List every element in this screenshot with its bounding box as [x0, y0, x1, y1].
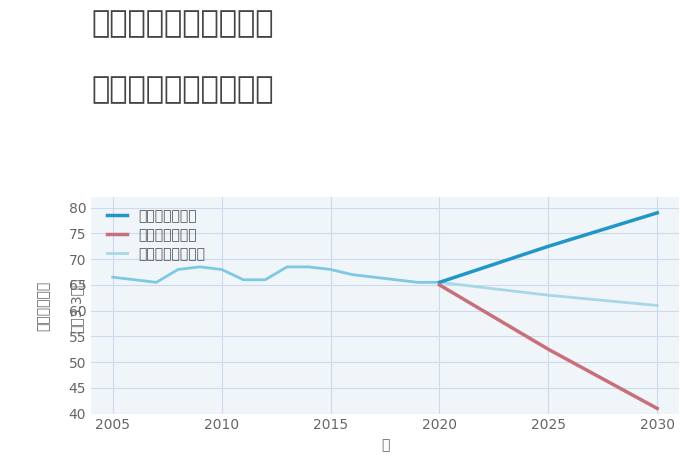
バッドシナリオ: [653, 406, 662, 411]
Text: 岐阜県岐阜市天王町の: 岐阜県岐阜市天王町の: [91, 9, 274, 39]
ノーマルシナリオ: [435, 280, 444, 285]
バッドシナリオ: [435, 282, 444, 288]
ノーマルシナリオ: [653, 303, 662, 308]
グッドシナリオ: [544, 243, 552, 249]
Legend: グッドシナリオ, バッドシナリオ, ノーマルシナリオ: グッドシナリオ, バッドシナリオ, ノーマルシナリオ: [104, 206, 209, 264]
バッドシナリオ: [544, 346, 552, 352]
X-axis label: 年: 年: [381, 438, 389, 452]
Y-axis label: 単価（万円）

坪（3.3㎡）: 単価（万円） 坪（3.3㎡）: [37, 278, 83, 333]
グッドシナリオ: [435, 280, 444, 285]
Line: グッドシナリオ: グッドシナリオ: [440, 213, 657, 282]
Line: ノーマルシナリオ: ノーマルシナリオ: [440, 282, 657, 306]
グッドシナリオ: [653, 210, 662, 216]
Text: 中古戸建ての価格推移: 中古戸建ての価格推移: [91, 75, 274, 104]
Line: バッドシナリオ: バッドシナリオ: [440, 285, 657, 408]
ノーマルシナリオ: [544, 292, 552, 298]
